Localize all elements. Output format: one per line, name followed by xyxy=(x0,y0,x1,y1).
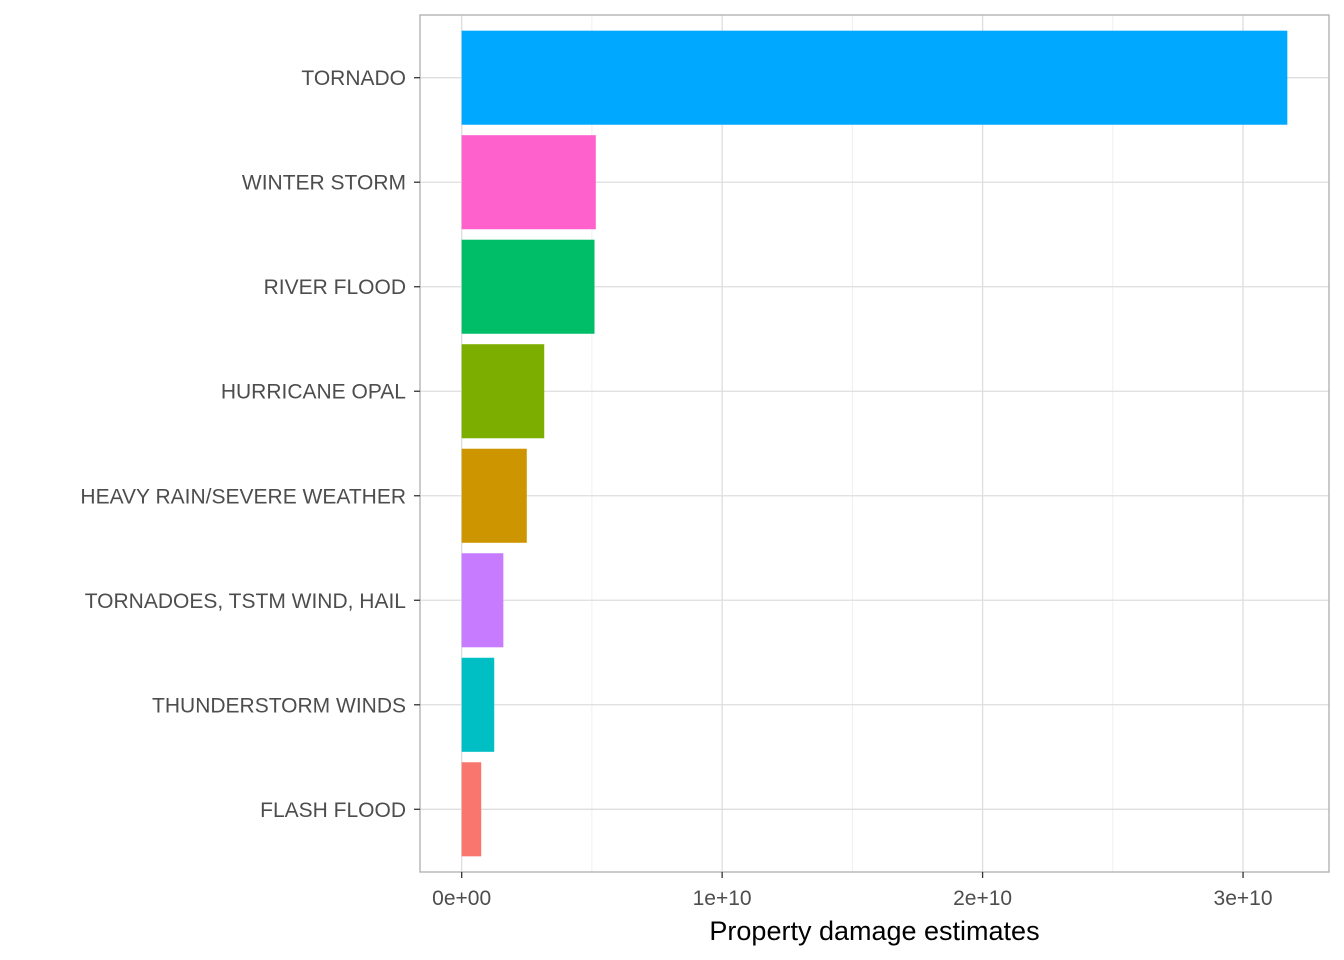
x-tick-label: 0e+00 xyxy=(432,887,491,910)
y-tick-label: HURRICANE OPAL xyxy=(221,381,406,404)
y-tick-label: THUNDERSTORM WINDS xyxy=(152,694,406,717)
x-tick-label: 1e+10 xyxy=(693,887,752,910)
bar-heavy-rain-severe-weather xyxy=(461,448,527,543)
y-tick-label: FLASH FLOOD xyxy=(260,799,406,822)
bars xyxy=(461,30,1288,857)
y-tick-label: TORNADOES, TSTM WIND, HAIL xyxy=(85,590,406,613)
x-axis: 0e+00 1e+10 2e+10 3e+10 xyxy=(432,872,1273,910)
x-tick-label: 3e+10 xyxy=(1214,887,1273,910)
bar-river-flood xyxy=(461,239,595,334)
bar-flash-flood xyxy=(461,762,482,857)
y-tick-label: WINTER STORM xyxy=(242,172,406,195)
panel-border xyxy=(419,14,1330,873)
bar-tornadoes-tstm-wind-hail xyxy=(461,553,504,648)
y-axis: FLASH FLOOD THUNDERSTORM WINDS TORNADOES, … xyxy=(80,67,420,822)
y-tick-label: RIVER FLOOD xyxy=(264,276,406,299)
bar-thunderstorm-winds xyxy=(461,657,495,752)
y-tick-label: HEAVY RAIN/SEVERE WEATHER xyxy=(80,485,406,508)
grid xyxy=(420,15,1329,872)
x-tick-label: 2e+10 xyxy=(953,887,1012,910)
bar-hurricane-opal xyxy=(461,344,545,439)
bar-tornado xyxy=(461,30,1288,125)
bar-winter-storm xyxy=(461,135,596,230)
x-axis-title: Property damage estimates xyxy=(709,916,1039,946)
y-tick-label: TORNADO xyxy=(301,67,406,90)
